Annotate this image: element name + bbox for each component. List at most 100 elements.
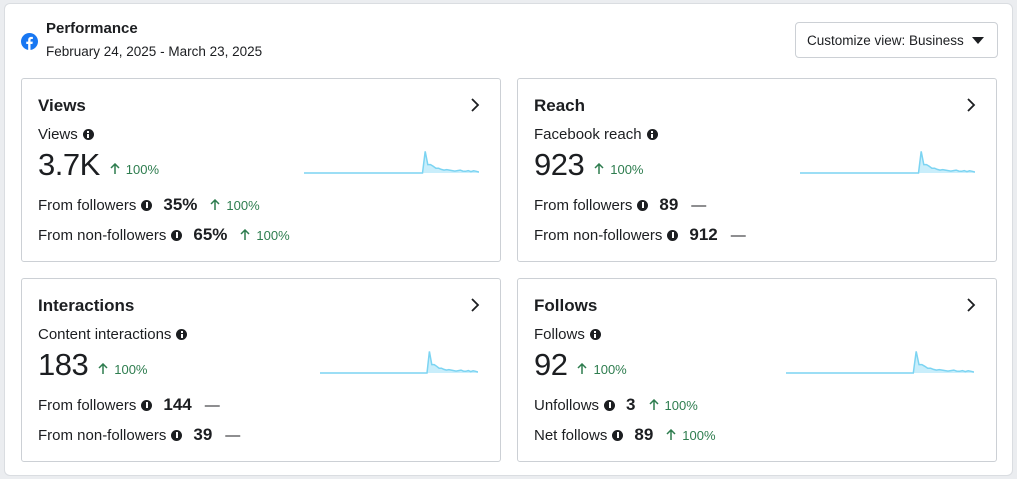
metric-value-row: 923 100% bbox=[534, 147, 643, 183]
sparkline-area bbox=[800, 151, 975, 173]
sparkline-line bbox=[320, 351, 478, 374]
no-change-dash: — bbox=[204, 396, 220, 414]
sparkline bbox=[786, 351, 974, 374]
metric-label: Follows bbox=[534, 326, 601, 343]
metric-value-row: 3.7K 100% bbox=[38, 147, 159, 183]
chevron-right-icon[interactable] bbox=[468, 97, 482, 113]
sub-metric-change-text: 100% bbox=[664, 397, 698, 413]
sub-metric-row: Net follows 89 100% bbox=[534, 425, 716, 445]
views-card[interactable]: Views Views 3.7K 100% From followers 35%… bbox=[21, 78, 501, 262]
sub-metric-change-text: 100% bbox=[256, 227, 290, 243]
sub-metric-change-text: 100% bbox=[226, 197, 260, 213]
sub-metric-label: Net follows bbox=[534, 426, 608, 444]
metric-change-text: 100% bbox=[593, 361, 627, 377]
arrow-up-icon bbox=[666, 429, 676, 440]
no-change-dash: — bbox=[225, 426, 241, 444]
metric-value: 92 bbox=[534, 347, 568, 382]
sub-metric-label: From followers bbox=[534, 196, 633, 214]
sub-metric-change: 100% bbox=[240, 227, 290, 243]
metric-label: Facebook reach bbox=[534, 126, 658, 143]
info-icon[interactable] bbox=[171, 429, 183, 441]
chevron-right-icon[interactable] bbox=[964, 97, 978, 113]
metric-value: 183 bbox=[38, 347, 89, 382]
sub-metric-change: 100% bbox=[210, 197, 260, 213]
sub-metric-row: From non-followers 912 — bbox=[534, 225, 746, 245]
sub-metric-row: From non-followers 39 — bbox=[38, 425, 240, 445]
metric-change-text: 100% bbox=[610, 161, 644, 177]
sub-metric-row: From followers 144 — bbox=[38, 395, 220, 415]
arrow-up-icon bbox=[98, 363, 108, 374]
info-icon[interactable] bbox=[176, 329, 188, 340]
card-title: Follows bbox=[534, 296, 598, 315]
metric-change-text: 100% bbox=[114, 361, 148, 377]
metric-value: 3.7K bbox=[38, 147, 100, 182]
customize-view-dropdown[interactable]: Customize view: Business bbox=[795, 22, 998, 58]
sub-metric-label: From non-followers bbox=[38, 426, 167, 444]
info-icon[interactable] bbox=[604, 399, 616, 411]
sparkline bbox=[320, 351, 478, 374]
sub-metric-label: From followers bbox=[38, 396, 137, 414]
metric-label-text: Follows bbox=[534, 326, 585, 343]
arrow-up-icon bbox=[210, 199, 220, 210]
card-title: Reach bbox=[534, 96, 586, 115]
sparkline-area bbox=[304, 151, 479, 173]
sub-metric-row: From followers 89 — bbox=[534, 195, 706, 215]
sub-metric-value: 35% bbox=[163, 195, 198, 214]
sub-metric-value: 912 bbox=[689, 225, 718, 244]
page-title: Performance bbox=[46, 20, 138, 37]
info-icon[interactable] bbox=[637, 199, 649, 211]
arrow-up-icon bbox=[240, 229, 250, 240]
sub-metric-row: From non-followers 65% 100% bbox=[38, 225, 290, 245]
interactions-card[interactable]: Interactions Content interactions 183 10… bbox=[21, 278, 501, 462]
chevron-right-icon[interactable] bbox=[468, 297, 482, 313]
sparkline-area bbox=[320, 351, 478, 373]
info-icon[interactable] bbox=[82, 129, 94, 140]
metric-value: 923 bbox=[534, 147, 585, 182]
metric-change: 100% bbox=[577, 361, 627, 377]
performance-header: Performance February 24, 2025 - March 23… bbox=[5, 4, 1012, 74]
info-icon[interactable] bbox=[646, 129, 658, 140]
info-icon[interactable] bbox=[589, 329, 601, 340]
caret-down-icon bbox=[972, 37, 984, 44]
metric-change: 100% bbox=[110, 162, 159, 177]
sub-metric-change: 100% bbox=[648, 397, 698, 413]
sparkline-line bbox=[304, 151, 479, 174]
arrow-up-icon bbox=[648, 399, 659, 410]
sub-metric-value: 144 bbox=[163, 395, 192, 414]
date-range: February 24, 2025 - March 23, 2025 bbox=[46, 44, 263, 59]
sub-metric-value: 89 bbox=[659, 195, 679, 214]
sparkline bbox=[800, 151, 975, 174]
metric-label: Content interactions bbox=[38, 326, 188, 343]
no-change-dash: — bbox=[730, 226, 746, 244]
sub-metric-value: 39 bbox=[193, 425, 213, 444]
metric-change: 100% bbox=[594, 162, 643, 177]
facebook-icon bbox=[21, 33, 38, 50]
info-icon[interactable] bbox=[667, 229, 679, 241]
sub-metric-row: From followers 35% 100% bbox=[38, 195, 260, 215]
sub-metric-value: 89 bbox=[634, 425, 654, 444]
sub-metric-label: From followers bbox=[38, 196, 137, 214]
follows-card[interactable]: Follows Follows 92 100% Unfollows 3 100%… bbox=[517, 278, 997, 462]
arrow-up-icon bbox=[110, 163, 120, 174]
metric-change: 100% bbox=[98, 362, 147, 377]
info-icon[interactable] bbox=[141, 199, 153, 211]
reach-card[interactable]: Reach Facebook reach 923 100% From follo… bbox=[517, 78, 997, 262]
info-icon[interactable] bbox=[141, 399, 153, 411]
card-title: Views bbox=[38, 96, 86, 115]
info-icon[interactable] bbox=[612, 429, 624, 441]
sub-metric-change: 100% bbox=[666, 428, 716, 443]
info-icon[interactable] bbox=[171, 229, 183, 241]
customize-view-label: Customize view: Business bbox=[807, 32, 964, 48]
arrow-up-icon bbox=[577, 363, 588, 374]
sub-metric-value: 3 bbox=[626, 395, 636, 414]
card-title: Interactions bbox=[38, 296, 135, 315]
metric-change-text: 100% bbox=[125, 161, 160, 177]
arrow-up-icon bbox=[594, 163, 604, 174]
sub-metric-label: From non-followers bbox=[38, 226, 167, 244]
sparkline bbox=[304, 151, 479, 174]
no-change-dash: — bbox=[691, 196, 707, 214]
metric-label-text: Content interactions bbox=[38, 326, 172, 343]
chevron-right-icon[interactable] bbox=[964, 297, 978, 313]
metric-value-row: 183 100% bbox=[38, 347, 147, 383]
sub-metric-label: Unfollows bbox=[534, 396, 600, 414]
